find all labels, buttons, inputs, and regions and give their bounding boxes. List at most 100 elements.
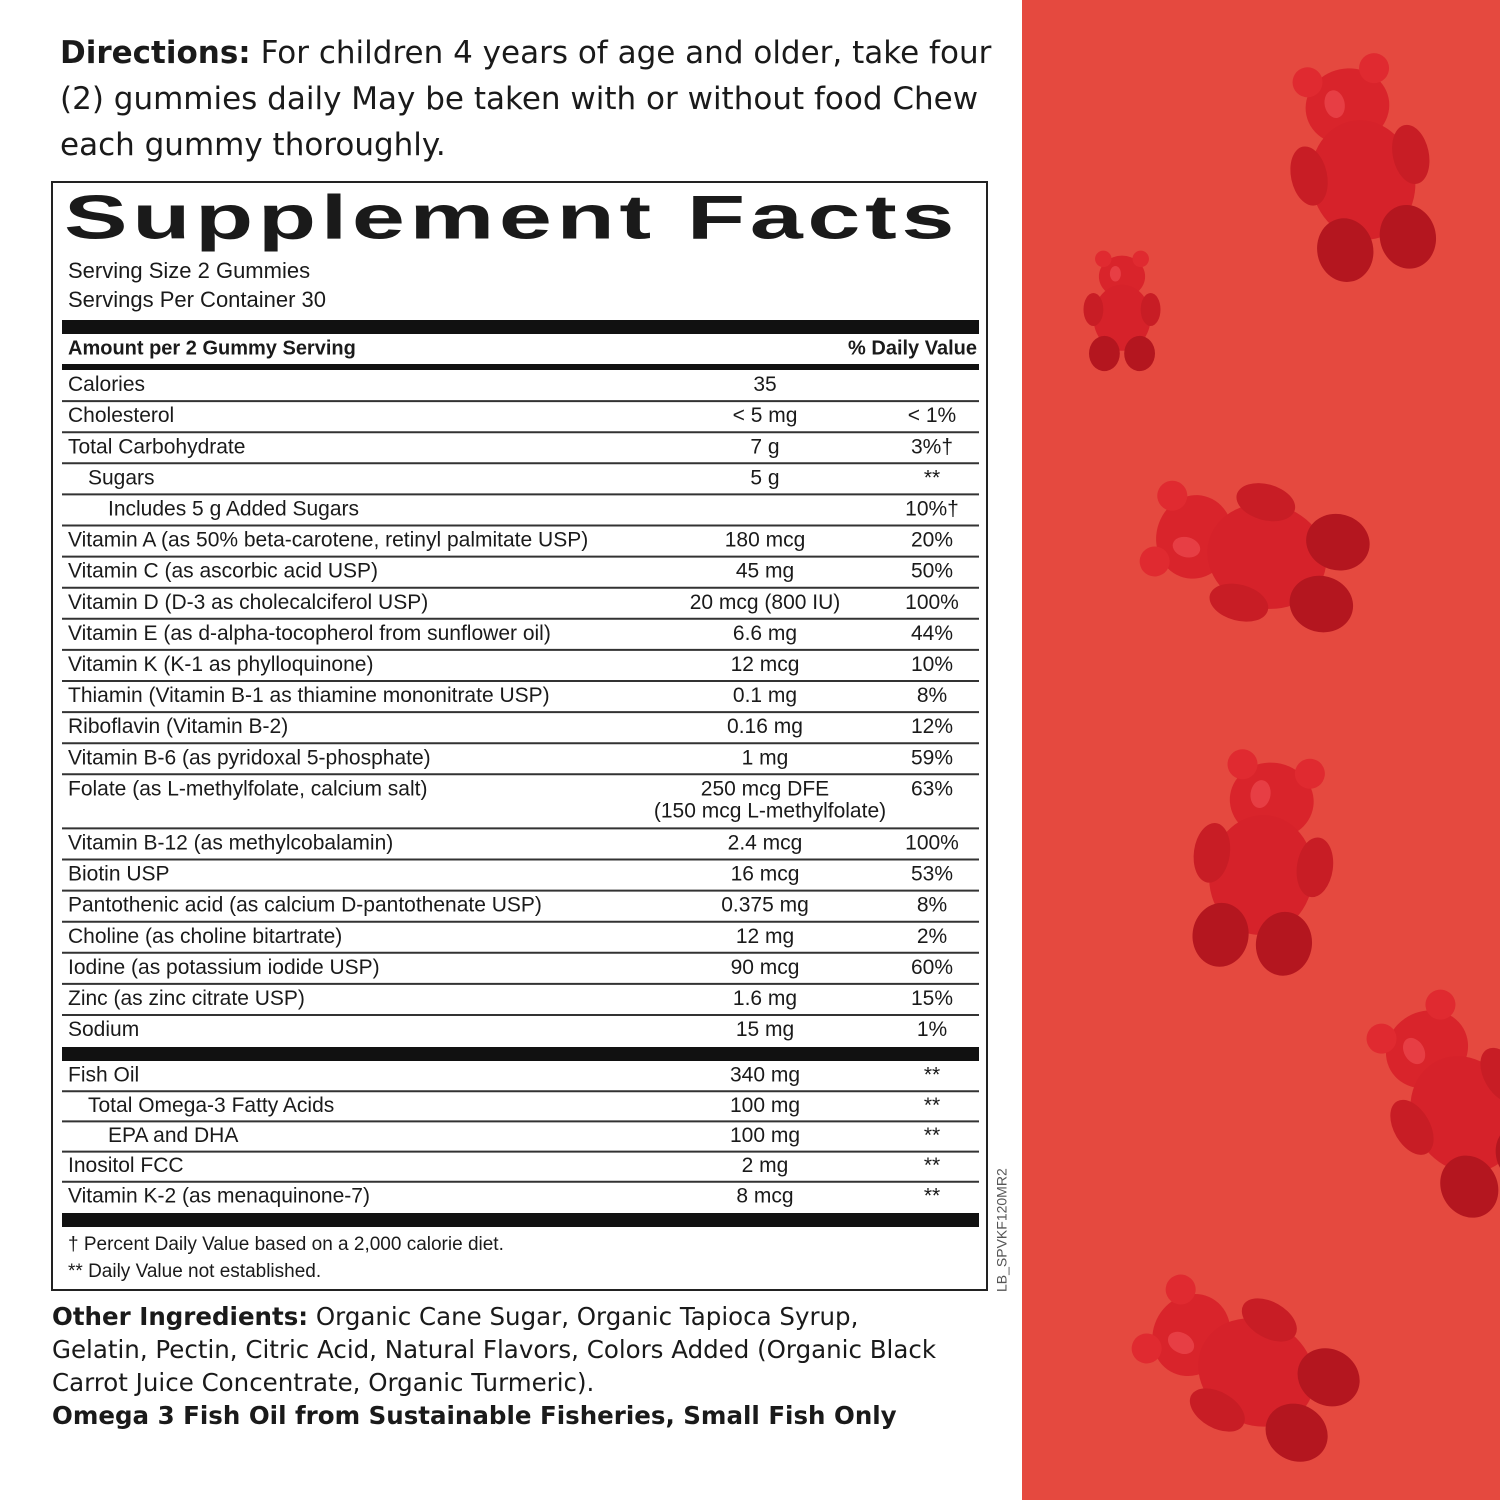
nutrient-dv: 1% — [917, 1018, 947, 1041]
other-ingredients-text: Organic Cane Sugar, Organic Tapioca Syru… — [52, 1302, 937, 1397]
nutrient-dv: 53% — [911, 863, 953, 886]
nutrient-dv: 2% — [917, 925, 947, 948]
nutrient-amount: 16 mcg — [731, 863, 800, 886]
nutrient-name: Biotin USP — [68, 863, 170, 886]
nutrient-dv: 63% — [911, 777, 953, 800]
medium-rule — [62, 364, 979, 370]
nutrient-name: Zinc (as zinc citrate USP) — [68, 987, 305, 1010]
nutrient-amount: 250 mcg DFE — [701, 777, 829, 800]
nutrient-dv: 100% — [905, 831, 959, 854]
nutrient-amount: 0.1 mg — [733, 684, 797, 707]
nutrient-name: Vitamin K-2 (as menaquinone-7) — [68, 1184, 370, 1207]
gummy-bear — [1342, 973, 1500, 1234]
nutrient-amount: 1.6 mg — [733, 987, 797, 1010]
nutrient-dv: ** — [924, 1154, 940, 1177]
footnote: ** Daily Value not established. — [68, 1261, 321, 1282]
nutrient-amount: 12 mg — [736, 925, 794, 948]
nutrient-dv: 15% — [911, 987, 953, 1010]
nutrient-name: Pantothenic acid (as calcium D-pantothen… — [68, 894, 542, 917]
omega-note: Omega 3 Fish Oil from Sustainable Fisher… — [52, 1401, 897, 1430]
nutrient-name: Choline (as choline bitartrate) — [68, 925, 342, 948]
directions-label: Directions: — [60, 35, 251, 71]
nutrient-name: Total Carbohydrate — [68, 435, 245, 458]
nutrient-dv: 44% — [911, 622, 953, 645]
nutrient-name: Calories — [68, 373, 145, 396]
footnote: † Percent Daily Value based on a 2,000 c… — [68, 1234, 504, 1255]
nutrient-name: Iodine (as potassium iodide USP) — [68, 956, 380, 979]
nutrient-dv: ** — [924, 1124, 940, 1147]
facts-panel: Supplement Facts Serving Size 2 Gummies … — [51, 181, 1010, 1292]
other-ingredients-label: Other Ingredients: — [52, 1302, 309, 1331]
nutrient-dv: 20% — [911, 529, 953, 552]
serving-size: Serving Size 2 Gummies — [68, 258, 310, 283]
nutrient-name: EPA and DHA — [108, 1124, 238, 1147]
gummy-bear — [1130, 457, 1379, 650]
nutrient-dv: 8% — [917, 684, 947, 707]
nutrient-name: Vitamin C (as ascorbic acid USP) — [68, 560, 378, 583]
nutrient-dv: 50% — [911, 560, 953, 583]
facts-border — [51, 181, 988, 1291]
nutrient-name: Cholesterol — [68, 404, 174, 427]
nutrient-amount: 2.4 mcg — [728, 831, 803, 854]
nutrient-amount: 45 mg — [736, 560, 794, 583]
label-code: LB_SPVKF120MR2 — [994, 1168, 1010, 1292]
nutrient-dv: ** — [924, 1064, 940, 1087]
gummy-bear — [1269, 46, 1452, 290]
nutrient-amount: 8 mcg — [736, 1184, 793, 1207]
thick-rule — [62, 1213, 979, 1227]
nutrient-amount: 20 mcg (800 IU) — [690, 591, 841, 614]
nutrient-name: Thiamin (Vitamin B-1 as thiamine mononit… — [68, 684, 550, 707]
gummy-bear — [1115, 1250, 1376, 1482]
nutrient-name: Vitamin A (as 50% beta-carotene, retinyl… — [68, 529, 588, 552]
nutrient-dv: ** — [924, 1094, 940, 1117]
nutrient-amount: 100 mg — [730, 1094, 800, 1117]
nutrient-amount: < 5 mg — [733, 404, 798, 427]
other-ingredients: Other Ingredients: Organic Cane Sugar, O… — [52, 1300, 952, 1432]
nutrient-dv: 10% — [911, 653, 953, 676]
nutrient-name: Includes 5 g Added Sugars — [108, 497, 359, 520]
directions: Directions: For children 4 years of age … — [60, 30, 1010, 168]
nutrient-amount-note: (150 mcg L-methylfolate) — [654, 799, 886, 822]
nutrient-dv: < 1% — [908, 404, 956, 427]
nutrient-name: Vitamin B-6 (as pyridoxal 5-phosphate) — [68, 746, 431, 769]
nutrient-amount: 100 mg — [730, 1124, 800, 1147]
gummy-bears — [1083, 46, 1500, 1482]
nutrient-name: Vitamin K (K-1 as phylloquinone) — [68, 653, 373, 676]
nutrient-name: Inositol FCC — [68, 1154, 184, 1177]
nutrient-name: Sugars — [88, 466, 155, 489]
nutrient-amount: 5 g — [750, 466, 779, 489]
thick-rule — [62, 1047, 979, 1061]
nutrient-amount: 90 mcg — [731, 956, 800, 979]
directions-text: For children 4 years of age and older, t… — [60, 35, 992, 163]
nutrient-name: Total Omega-3 Fatty Acids — [88, 1094, 334, 1117]
nutrient-amount: 1 mg — [742, 746, 789, 769]
nutrient-dv: 100% — [905, 591, 959, 614]
nutrient-name: Riboflavin (Vitamin B-2) — [68, 715, 288, 738]
nutrient-amount: 340 mg — [730, 1064, 800, 1087]
nutrient-dv: 60% — [911, 956, 953, 979]
nutrient-amount: 12 mcg — [731, 653, 800, 676]
nutrient-dv: ** — [924, 466, 940, 489]
nutrient-amount: 2 mg — [742, 1154, 789, 1177]
nutrient-amount: 15 mg — [736, 1018, 794, 1041]
nutrient-amount: 0.16 mg — [727, 715, 803, 738]
nutrient-dv: 12% — [911, 715, 953, 738]
nutrient-dv: 3%† — [911, 435, 953, 458]
gummy-bear — [1083, 250, 1161, 372]
nutrient-dv: 10%† — [905, 497, 959, 520]
facts-title: Supplement Facts — [64, 183, 959, 252]
nutrient-amount: 7 g — [750, 435, 779, 458]
nutrient-amount: 6.6 mg — [733, 622, 797, 645]
nutrient-amount: 180 mcg — [725, 529, 806, 552]
header-dv: % Daily Value — [848, 337, 977, 359]
nutrient-dv: ** — [924, 1184, 940, 1207]
nutrient-name: Sodium — [68, 1018, 139, 1041]
red-panel — [1022, 0, 1500, 1500]
nutrient-dv: 59% — [911, 746, 953, 769]
nutrient-name: Vitamin E (as d-alpha-tocopherol from su… — [68, 622, 551, 645]
nutrient-amount: 0.375 mg — [721, 894, 809, 917]
thick-rule — [62, 320, 979, 334]
nutrient-name: Vitamin D (D-3 as cholecalciferol USP) — [68, 591, 428, 614]
servings-per-container: Servings Per Container 30 — [68, 287, 326, 312]
